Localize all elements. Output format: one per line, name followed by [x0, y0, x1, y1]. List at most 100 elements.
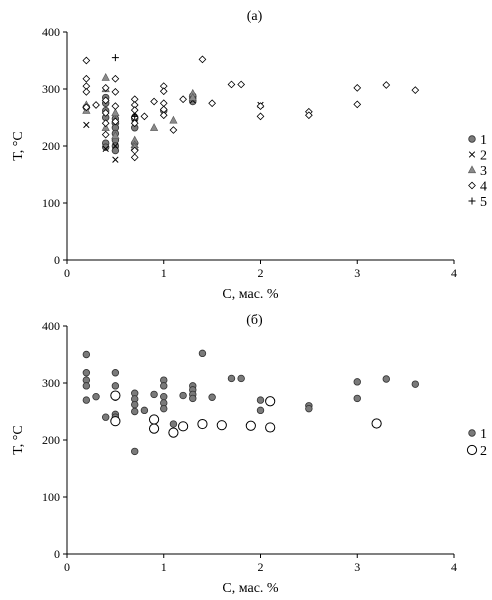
data-point [82, 382, 91, 390]
data-point [245, 420, 256, 431]
data-point [256, 396, 265, 404]
series-3 [82, 72, 197, 151]
data-point [130, 119, 139, 128]
y-tick-label: 300 [42, 376, 60, 390]
y-tick-label: 0 [54, 547, 60, 561]
y-tick-label: 400 [42, 25, 60, 39]
data-point [92, 101, 100, 109]
series-2 [110, 390, 382, 438]
data-point [130, 153, 139, 162]
data-point [149, 123, 159, 131]
data-point [208, 393, 216, 401]
data-point [83, 121, 90, 129]
data-point [111, 131, 120, 139]
data-point [160, 404, 168, 413]
legend-marker [467, 165, 477, 174]
data-point [159, 87, 168, 96]
data-point [110, 416, 121, 427]
series-5 [111, 54, 139, 120]
data-point [82, 74, 91, 83]
data-point [111, 74, 120, 83]
data-point [101, 96, 110, 105]
data-point [256, 406, 265, 415]
data-point [82, 369, 91, 377]
y-tick-label: 200 [42, 433, 60, 447]
data-point [111, 382, 120, 390]
data-point [353, 378, 361, 386]
x-tick-label: 4 [451, 560, 457, 574]
data-point [111, 87, 120, 96]
series-1 [82, 92, 197, 155]
y-tick-label: 100 [42, 196, 60, 210]
y-tick-label: 100 [42, 490, 60, 504]
data-point [110, 390, 121, 401]
legend-marker [468, 197, 476, 205]
data-point [101, 83, 110, 92]
x-tick-label: 1 [161, 266, 167, 280]
legend-label: 1 [480, 133, 487, 148]
data-point [305, 111, 313, 120]
data-point [159, 99, 168, 108]
data-point [131, 400, 139, 409]
data-point [265, 422, 276, 433]
data-point [168, 427, 179, 438]
data-point [371, 418, 382, 429]
x-tick-label: 0 [64, 560, 70, 574]
y-tick-label: 0 [54, 253, 60, 267]
legend-label: 5 [480, 195, 487, 210]
x-tick-label: 2 [258, 560, 264, 574]
x-tick-label: 0 [64, 266, 70, 280]
y-tick-label: 400 [42, 319, 60, 333]
data-point [411, 380, 419, 388]
data-point [353, 394, 361, 403]
x-tick-label: 3 [354, 266, 360, 280]
data-point [131, 112, 139, 120]
data-point [265, 396, 276, 407]
data-point [82, 350, 91, 359]
data-point [227, 374, 236, 383]
data-point [256, 112, 265, 121]
data-point [101, 109, 110, 117]
data-point [237, 80, 246, 89]
x-axis-title: C, мас. % [222, 287, 279, 302]
data-point [111, 369, 120, 377]
data-point [111, 54, 119, 62]
y-tick-label: 200 [42, 139, 60, 153]
data-point [140, 406, 149, 415]
data-point [150, 97, 158, 106]
legend-label: 4 [480, 180, 487, 195]
data-point [169, 115, 178, 124]
data-point [197, 418, 208, 430]
data-point [198, 349, 207, 358]
data-point [256, 102, 265, 110]
data-point [111, 146, 120, 155]
data-point [111, 102, 120, 110]
data-point [382, 375, 390, 383]
data-point [101, 130, 110, 139]
y-axis-title: T, °C [11, 131, 26, 160]
data-point [353, 100, 362, 109]
data-point [101, 413, 110, 421]
data-point [160, 382, 168, 390]
data-point [82, 87, 91, 96]
data-point [159, 111, 168, 120]
legend-label: 1 [480, 427, 487, 442]
data-point [148, 414, 160, 425]
data-point [130, 106, 139, 114]
x-axis-title: C, мас. % [222, 581, 279, 596]
data-point [82, 56, 91, 65]
data-point [111, 117, 120, 126]
data-point [237, 374, 245, 383]
panel-label: (б) [246, 313, 263, 328]
data-point [131, 407, 139, 416]
data-point [160, 392, 168, 401]
data-point [169, 420, 178, 428]
x-tick-label: 4 [451, 266, 457, 280]
data-point [82, 103, 91, 112]
x-tick-label: 2 [258, 266, 264, 280]
data-point [198, 55, 207, 64]
data-point [112, 156, 119, 163]
series-1 [82, 349, 419, 456]
